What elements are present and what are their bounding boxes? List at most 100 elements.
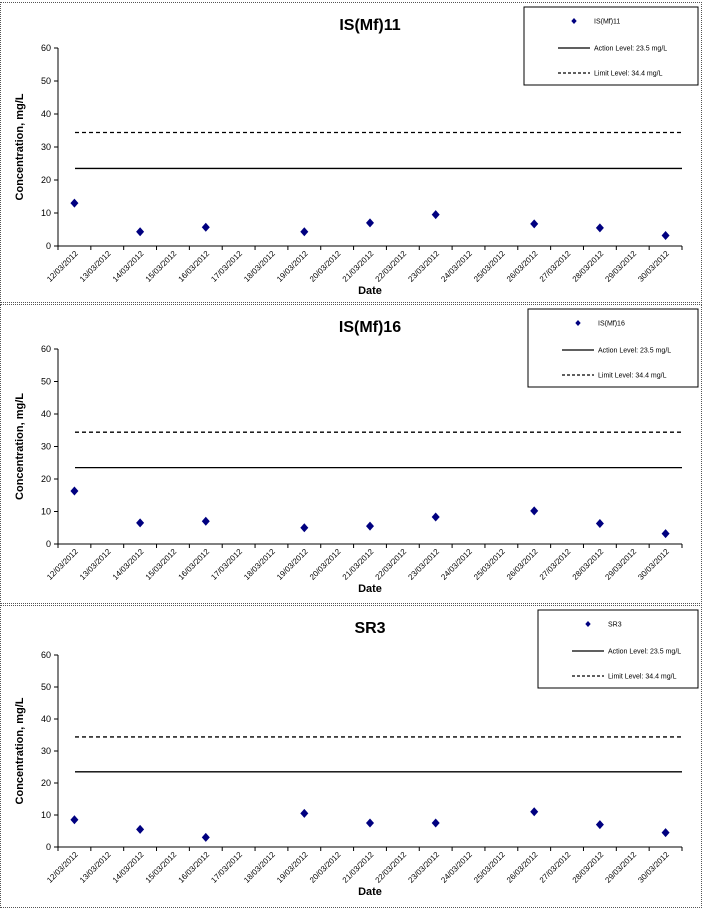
legend-diamond-marker	[575, 320, 581, 326]
chart-svg-2: IS(Mf)16 0 10 20 30 40 50 60 12/03/201213/03/201…	[14, 308, 699, 595]
x-tick-label: 19/03/2012	[275, 249, 310, 284]
x-tick-label: 22/03/2012	[374, 547, 409, 582]
x-tick-label: 12/03/2012	[45, 547, 80, 582]
y-tick-label: 40	[41, 409, 51, 419]
y-tick-label: 40	[41, 714, 51, 724]
legend-label: Action Level: 23.5 mg/L	[608, 649, 681, 656]
y-tick-label: 20	[41, 474, 51, 484]
data-point	[530, 219, 539, 229]
data-point	[136, 227, 145, 237]
x-tick-label: 19/03/2012	[275, 547, 310, 582]
x-tick-label: 25/03/2012	[472, 850, 507, 885]
x-tick-label: 30/03/2012	[636, 547, 671, 582]
y-tick-label: 20	[41, 778, 51, 788]
x-tick-label: 23/03/2012	[406, 547, 441, 582]
data-point	[661, 230, 670, 240]
y-axis-label: Concentration, mg/L	[14, 93, 26, 200]
x-tick-label: 14/03/2012	[111, 547, 146, 582]
x-tick-label: 28/03/2012	[571, 850, 606, 885]
y-axis-label: Concentration, mg/L	[14, 393, 26, 500]
data-point	[70, 815, 79, 825]
x-tick-label: 29/03/2012	[603, 547, 638, 582]
x-tick-label: 28/03/2012	[571, 547, 606, 582]
y-tick-label: 30	[41, 442, 51, 452]
x-tick-label: 26/03/2012	[505, 249, 540, 284]
x-tick-label: 18/03/2012	[242, 547, 277, 582]
y-tick-label: 50	[41, 682, 51, 692]
x-tick-label: 21/03/2012	[341, 547, 376, 582]
data-point	[595, 223, 604, 233]
data-point	[431, 512, 440, 522]
data-point	[201, 222, 210, 232]
x-tick-label: 20/03/2012	[308, 850, 343, 885]
x-tick-label: 15/03/2012	[144, 249, 179, 284]
x-tick-label: 27/03/2012	[538, 547, 573, 582]
y-axis-label: Concentration, mg/L	[14, 697, 26, 804]
chart-title: IS(Mf)11	[339, 17, 400, 34]
x-tick-label: 26/03/2012	[505, 850, 540, 885]
y-tick-label: 60	[41, 344, 51, 354]
data-point	[530, 807, 539, 817]
legend-label: Limit Level: 34.4 mg/L	[594, 71, 663, 78]
x-tick-label: 15/03/2012	[144, 547, 179, 582]
data-point	[431, 210, 440, 220]
legend-diamond-marker	[585, 621, 591, 627]
x-tick-label: 16/03/2012	[177, 850, 212, 885]
x-tick-label: 12/03/2012	[45, 249, 80, 284]
data-point	[201, 516, 210, 526]
x-axis-label: Date	[358, 285, 382, 297]
data-point	[300, 523, 309, 533]
x-tick-label: 14/03/2012	[111, 850, 146, 885]
x-axis-label: Date	[358, 886, 382, 898]
chart-title: IS(Mf)16	[339, 319, 401, 336]
data-point	[70, 486, 79, 496]
legend-label: IS(Mf)16	[598, 321, 625, 328]
legend-label: SR3	[608, 622, 622, 629]
x-tick-label: 21/03/2012	[341, 850, 376, 885]
y-tick-label: 50	[41, 76, 51, 86]
x-tick-label: 29/03/2012	[603, 850, 638, 885]
data-point	[300, 227, 309, 237]
x-tick-label: 17/03/2012	[209, 249, 244, 284]
data-point	[530, 506, 539, 516]
data-point	[661, 828, 670, 838]
data-point	[70, 198, 79, 208]
chart-panel-3: SR3 0 10 20 30 40 50 60 12/03/2012 13/03/2012 14/0…	[0, 605, 702, 908]
x-tick-label: 18/03/2012	[242, 249, 277, 284]
y-tick-label: 0	[46, 241, 51, 251]
x-tick-label: 13/03/2012	[78, 249, 113, 284]
x-tick-label: 15/03/2012	[144, 850, 179, 885]
legend-label: Action Level: 23.5 mg/L	[598, 348, 671, 355]
x-tick-label: 30/03/2012	[636, 850, 671, 885]
x-tick-label: 26/03/2012	[505, 547, 540, 582]
data-point	[595, 820, 604, 830]
chart-svg-3: SR3 0 10 20 30 40 50 60 12/03/201213/03/201214/0…	[14, 609, 699, 898]
x-tick-label: 25/03/2012	[472, 249, 507, 284]
y-tick-label: 10	[41, 810, 51, 820]
chart-title: SR3	[354, 620, 385, 637]
data-point	[431, 818, 440, 828]
data-point	[201, 832, 210, 842]
x-tick-label: 23/03/2012	[406, 850, 441, 885]
x-tick-label: 22/03/2012	[374, 249, 409, 284]
legend-box	[537, 609, 699, 689]
data-point	[366, 218, 374, 228]
y-tick-label: 10	[41, 507, 51, 517]
data-point	[595, 519, 604, 529]
y-tick-label: 0	[46, 539, 51, 549]
y-tick-label: 60	[41, 650, 51, 660]
x-tick-label: 24/03/2012	[439, 249, 474, 284]
y-tick-label: 20	[41, 175, 51, 185]
data-point	[661, 529, 670, 539]
x-tick-label: 12/03/2012	[45, 850, 80, 885]
x-tick-label: 14/03/2012	[111, 249, 146, 284]
data-point	[136, 824, 145, 834]
x-tick-label: 25/03/2012	[472, 547, 507, 582]
x-tick-label: 27/03/2012	[538, 850, 573, 885]
x-tick-label: 17/03/2012	[209, 850, 244, 885]
x-tick-label: 29/03/2012	[603, 249, 638, 284]
legend-box	[523, 6, 699, 86]
chart-panel-1: IS(Mf)11 0 10 20 30 40 50 60 12/03/2012 13/03/201…	[0, 2, 702, 303]
x-tick-label: 24/03/2012	[439, 850, 474, 885]
x-tick-label: 13/03/2012	[78, 547, 113, 582]
